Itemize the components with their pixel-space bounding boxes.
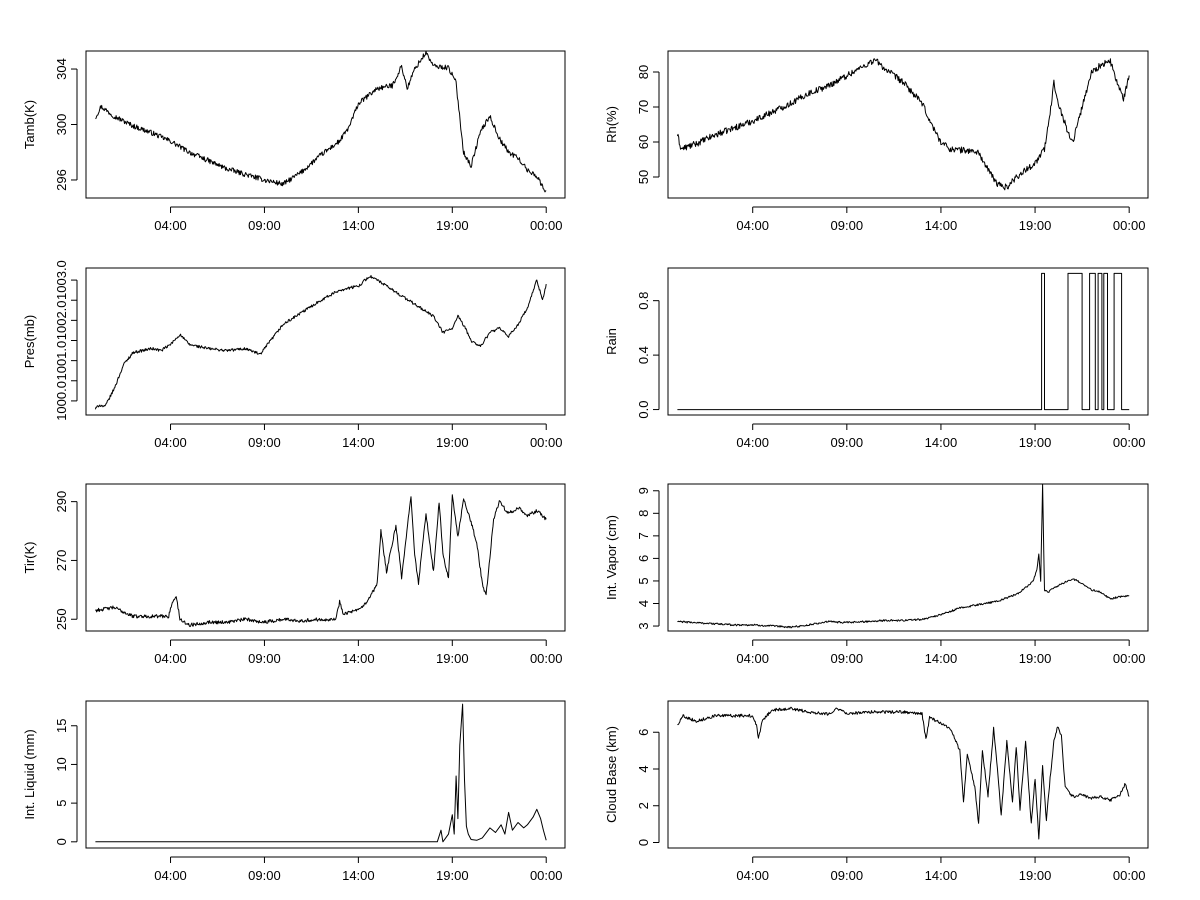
panel-1-y-tick-label: 300 bbox=[54, 114, 69, 136]
panel-7-x-tick-label: 04:00 bbox=[154, 868, 187, 883]
panel-6-y-tick-label: 6 bbox=[636, 555, 651, 562]
panel-5-x-tick-label: 00:00 bbox=[530, 651, 563, 666]
panel-2-frame bbox=[667, 50, 1149, 199]
panel-1-y-tick-label: 296 bbox=[54, 169, 69, 191]
panel-4-y-tick-label: 0.8 bbox=[636, 292, 651, 310]
panel-1-y-tick-label: 304 bbox=[54, 58, 69, 80]
panel-1-series-line bbox=[95, 50, 547, 193]
panel-2-y-tick-label: 80 bbox=[636, 65, 651, 79]
panel-4-x-tick-label: 19:00 bbox=[1019, 435, 1052, 450]
panel-3-y-tick-label: 1003.0 bbox=[54, 260, 69, 300]
panel-8-x-tick-label: 19:00 bbox=[1019, 868, 1052, 883]
panel-8-series-line bbox=[677, 706, 1130, 840]
panel-8-x-tick-label: 09:00 bbox=[831, 868, 864, 883]
panel-6-series-line bbox=[677, 483, 1130, 629]
panel-5-series-line bbox=[95, 494, 547, 628]
panel-2-x-tick-label: 00:00 bbox=[1113, 218, 1146, 233]
panel-7-x-tick-label: 19:00 bbox=[436, 868, 469, 883]
panel-8-x-tick-label: 14:00 bbox=[925, 868, 958, 883]
panel-6-x-tick-label: 09:00 bbox=[831, 651, 864, 666]
panel-7-y-tick-label: 0 bbox=[54, 838, 69, 845]
panel-4-y-axis-title: Rain bbox=[604, 328, 619, 355]
panel-8-y-tick-label: 4 bbox=[636, 765, 651, 772]
panel-5-x-tick-label: 04:00 bbox=[154, 651, 187, 666]
panel-4-y-tick-label: 0.4 bbox=[636, 346, 651, 364]
panel-6-x-tick-label: 14:00 bbox=[925, 651, 958, 666]
panel-1-x-tick-label: 00:00 bbox=[530, 218, 563, 233]
panel-1-x-tick-label: 19:00 bbox=[436, 218, 469, 233]
panel-6-y-axis-title: Int. Vapor (cm) bbox=[604, 515, 619, 600]
panel-3-y-tick-label: 1002.0 bbox=[54, 300, 69, 340]
panel-5-y-tick-label: 250 bbox=[54, 608, 69, 630]
panel-1-frame bbox=[85, 50, 566, 199]
panel-4-x-tick-label: 09:00 bbox=[831, 435, 864, 450]
panel-8-y-axis-title: Cloud Base (km) bbox=[604, 726, 619, 823]
panel-4-x-tick-label: 04:00 bbox=[736, 435, 769, 450]
panel-6-x-tick-label: 19:00 bbox=[1019, 651, 1052, 666]
panel-8-y-tick-label: 6 bbox=[636, 729, 651, 736]
panel-3-y-tick-label: 1000.0 bbox=[54, 381, 69, 421]
panel-6-y-tick-label: 8 bbox=[636, 510, 651, 517]
panel-1-x-tick-label: 14:00 bbox=[342, 218, 375, 233]
panel-6-y-tick-label: 7 bbox=[636, 532, 651, 539]
panel-2-x-tick-label: 19:00 bbox=[1019, 218, 1052, 233]
panel-5-y-axis-title: Tir(K) bbox=[22, 541, 37, 573]
panel-7-series-line bbox=[95, 703, 547, 843]
panel-7-y-tick-label: 10 bbox=[54, 757, 69, 771]
panel-6-y-tick-label: 4 bbox=[636, 600, 651, 607]
panel-3-y-axis-title: Pres(mb) bbox=[22, 315, 37, 368]
panel-3-x-tick-label: 19:00 bbox=[436, 435, 469, 450]
panel-3-x-tick-label: 00:00 bbox=[530, 435, 563, 450]
panel-3-x-tick-label: 14:00 bbox=[342, 435, 375, 450]
panel-2-x-tick-label: 14:00 bbox=[925, 218, 958, 233]
panel-8-y-tick-label: 0 bbox=[636, 839, 651, 846]
panel-7-y-axis-title: Int. Liquid (mm) bbox=[22, 729, 37, 819]
panel-3-frame bbox=[85, 267, 566, 416]
panel-5-y-tick-label: 290 bbox=[54, 491, 69, 513]
panel-1-x-tick-label: 04:00 bbox=[154, 218, 187, 233]
panel-8-frame bbox=[667, 700, 1149, 849]
panel-2-y-tick-label: 60 bbox=[636, 135, 651, 149]
panel-6-y-tick-label: 3 bbox=[636, 622, 651, 629]
panel-6-frame bbox=[667, 483, 1149, 632]
panel-7-x-tick-label: 00:00 bbox=[530, 868, 563, 883]
panel-5-y-tick-label: 270 bbox=[54, 550, 69, 572]
panel-6-x-tick-label: 00:00 bbox=[1113, 651, 1146, 666]
panel-5-x-tick-label: 09:00 bbox=[248, 651, 281, 666]
panel-4-x-tick-label: 00:00 bbox=[1113, 435, 1146, 450]
panel-1-x-tick-label: 09:00 bbox=[248, 218, 281, 233]
panel-7-frame bbox=[85, 700, 566, 849]
panel-6-x-tick-label: 04:00 bbox=[736, 651, 769, 666]
panel-6-y-tick-label: 9 bbox=[636, 487, 651, 494]
panel-1-y-axis-title: Tamb(K) bbox=[22, 100, 37, 149]
panel-4-frame bbox=[667, 267, 1149, 416]
panel-7-x-tick-label: 09:00 bbox=[248, 868, 281, 883]
panel-5-x-tick-label: 14:00 bbox=[342, 651, 375, 666]
panel-8-y-tick-label: 2 bbox=[636, 802, 651, 809]
panel-8-x-tick-label: 00:00 bbox=[1113, 868, 1146, 883]
panel-2-y-tick-label: 50 bbox=[636, 170, 651, 184]
panel-7-x-tick-label: 14:00 bbox=[342, 868, 375, 883]
panel-4-y-tick-label: 0.0 bbox=[636, 401, 651, 419]
panel-8-x-tick-label: 04:00 bbox=[736, 868, 769, 883]
panel-3-x-tick-label: 04:00 bbox=[154, 435, 187, 450]
panel-4-series-line bbox=[677, 272, 1130, 411]
panel-2-x-tick-label: 09:00 bbox=[831, 218, 864, 233]
panel-7-y-tick-label: 15 bbox=[54, 719, 69, 733]
panel-3-series-line bbox=[94, 275, 547, 410]
panel-3-x-tick-label: 09:00 bbox=[248, 435, 281, 450]
panel-4-x-tick-label: 14:00 bbox=[925, 435, 958, 450]
panel-2-x-tick-label: 04:00 bbox=[736, 218, 769, 233]
panel-6-y-tick-label: 5 bbox=[636, 577, 651, 584]
panel-2-y-tick-label: 70 bbox=[636, 100, 651, 114]
panel-5-x-tick-label: 19:00 bbox=[436, 651, 469, 666]
panel-3-y-tick-label: 1001.0 bbox=[54, 341, 69, 381]
panel-2-y-axis-title: Rh(%) bbox=[604, 106, 619, 143]
panel-2-series-line bbox=[676, 58, 1130, 191]
panel-7-y-tick-label: 5 bbox=[54, 800, 69, 807]
panel-5-frame bbox=[85, 483, 566, 632]
